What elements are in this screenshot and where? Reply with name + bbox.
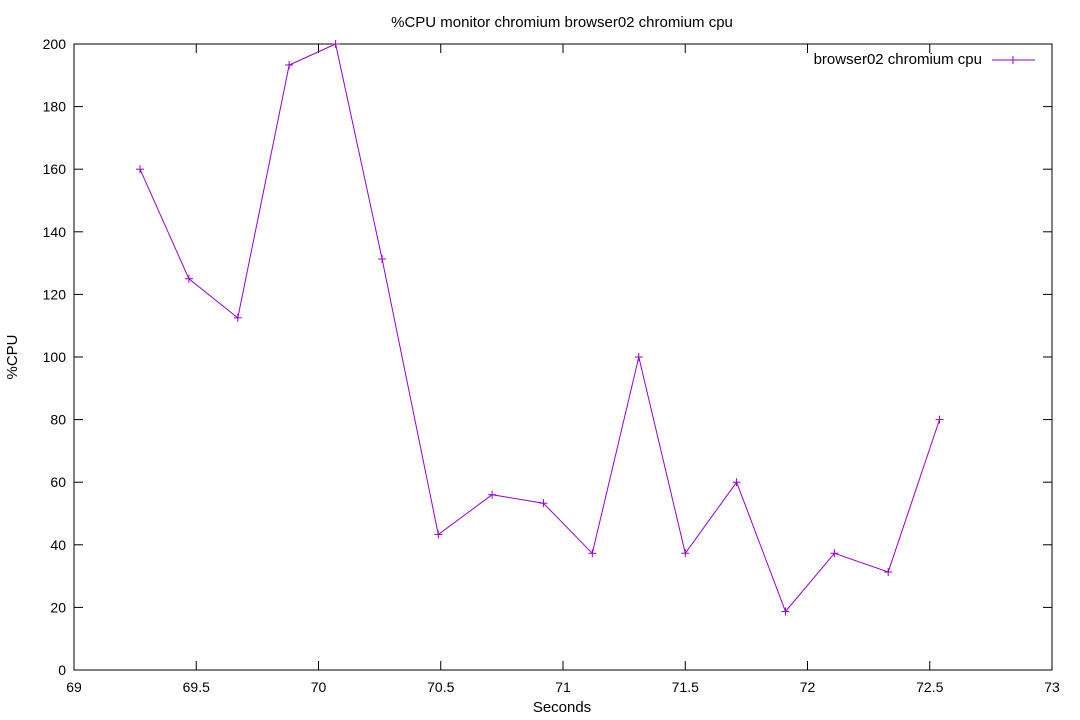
data-point	[378, 255, 387, 264]
y-tick-label: 60	[50, 474, 66, 490]
y-tick-label: 100	[43, 349, 67, 365]
data-point	[634, 353, 643, 361]
data-point	[588, 549, 597, 558]
data-point	[285, 60, 294, 69]
legend: browser02 chromium cpu	[814, 51, 1035, 68]
data-point	[539, 499, 548, 508]
data-point	[781, 607, 790, 616]
data-point	[884, 568, 893, 577]
data-point	[830, 549, 839, 558]
x-tick-label: 73	[1044, 679, 1060, 695]
y-tick-label: 120	[43, 286, 67, 302]
y-tick-label: 200	[43, 36, 67, 52]
plot-frame	[73, 43, 1053, 671]
chart-title: %CPU monitor chromium browser02 chromium…	[391, 14, 733, 31]
data-point	[732, 478, 741, 487]
data-point	[331, 40, 340, 48]
legend-marker	[1009, 56, 1017, 64]
x-tick-label: 72.5	[916, 679, 943, 695]
x-axis-label: Seconds	[533, 699, 591, 716]
x-tick-label: 70	[311, 679, 327, 695]
data-point	[434, 530, 443, 539]
data-point	[935, 415, 944, 424]
series-layer	[136, 40, 944, 616]
data-point	[184, 274, 193, 283]
y-axis-label: %CPU	[4, 334, 21, 379]
x-tick-label: 69	[66, 679, 82, 695]
data-point	[233, 313, 242, 322]
y-tick-label: 160	[43, 161, 67, 177]
x-tick-label: 72	[800, 679, 816, 695]
data-point	[681, 549, 690, 558]
y-tick-label: 140	[43, 224, 67, 240]
legend-label: browser02 chromium cpu	[814, 51, 982, 68]
y-tick-label: 180	[43, 99, 67, 115]
series-line	[139, 43, 940, 613]
data-point	[136, 165, 145, 174]
y-tick-label: 80	[50, 412, 66, 428]
axis-ticks: 69 69.5 70 70.5 71 71.5 72 72.5 73 0 20 40 60 80 100 12…	[43, 36, 1060, 695]
y-tick-label: 40	[50, 537, 66, 553]
x-tick-label: 69.5	[183, 679, 210, 695]
x-tick-label: 70.5	[427, 679, 454, 695]
data-point	[488, 490, 497, 499]
y-tick-label: 20	[50, 599, 66, 615]
x-tick-label: 71.5	[672, 679, 699, 695]
y-tick-label: 0	[58, 662, 66, 678]
x-tick-label: 71	[555, 679, 571, 695]
